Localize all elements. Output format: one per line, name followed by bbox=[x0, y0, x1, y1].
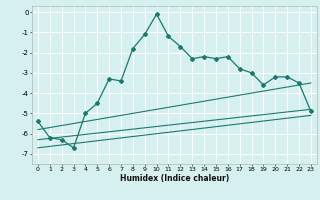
X-axis label: Humidex (Indice chaleur): Humidex (Indice chaleur) bbox=[120, 174, 229, 183]
